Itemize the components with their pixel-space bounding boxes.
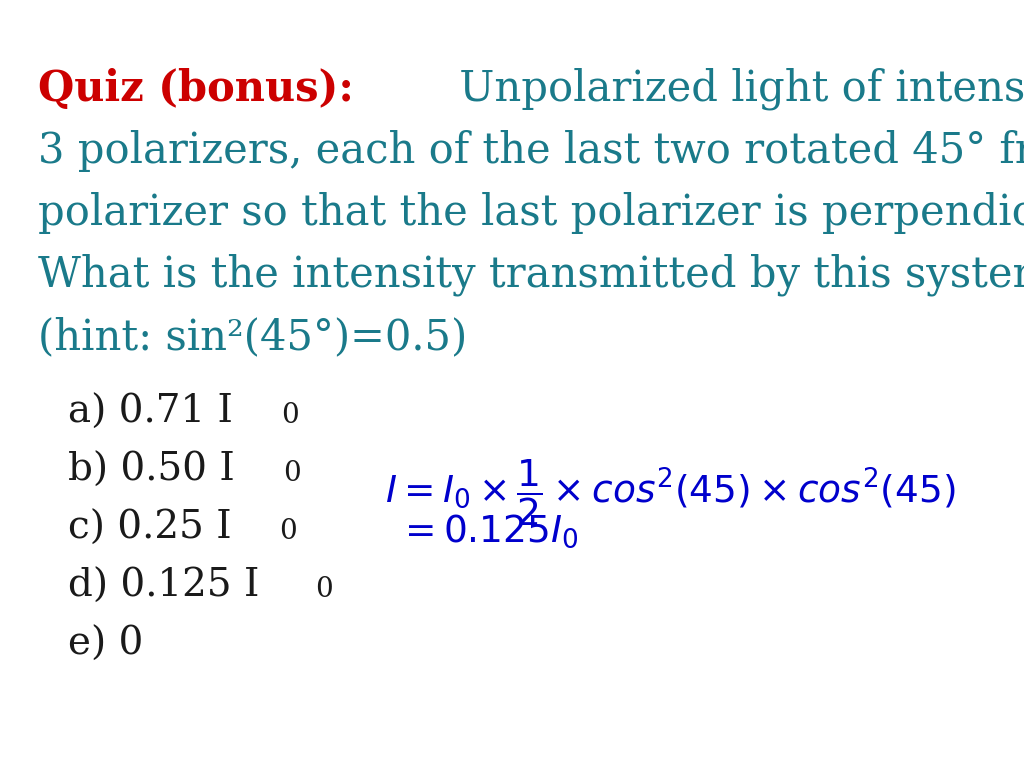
Text: $I = I_0 \times \dfrac{1}{2} \times cos^2(45) \times cos^2(45)$: $I = I_0 \times \dfrac{1}{2} \times cos^…	[385, 457, 955, 528]
Text: b) 0.50 I: b) 0.50 I	[68, 452, 234, 489]
Text: Quiz (bonus):: Quiz (bonus):	[38, 68, 354, 110]
Text: Unpolarized light of intensity I: Unpolarized light of intensity I	[445, 68, 1024, 111]
Text: 3 polarizers, each of the last two rotated 45° from the previous: 3 polarizers, each of the last two rotat…	[38, 130, 1024, 172]
Text: 0: 0	[315, 576, 333, 603]
Text: (hint: sin²(45°)=0.5): (hint: sin²(45°)=0.5)	[38, 316, 467, 358]
Text: a) 0.71 I: a) 0.71 I	[68, 394, 232, 431]
Text: $= 0.125I_0$: $= 0.125I_0$	[397, 512, 579, 550]
Text: polarizer so that the last polarizer is perpendicular to the first.: polarizer so that the last polarizer is …	[38, 192, 1024, 234]
Text: d) 0.125 I: d) 0.125 I	[68, 568, 259, 605]
Text: 0: 0	[280, 518, 297, 545]
Text: 0: 0	[284, 460, 301, 487]
Text: What is the intensity transmitted by this system?: What is the intensity transmitted by thi…	[38, 254, 1024, 296]
Text: c) 0.25 I: c) 0.25 I	[68, 510, 231, 547]
Text: 0: 0	[281, 402, 298, 429]
Text: e) 0: e) 0	[68, 626, 143, 663]
